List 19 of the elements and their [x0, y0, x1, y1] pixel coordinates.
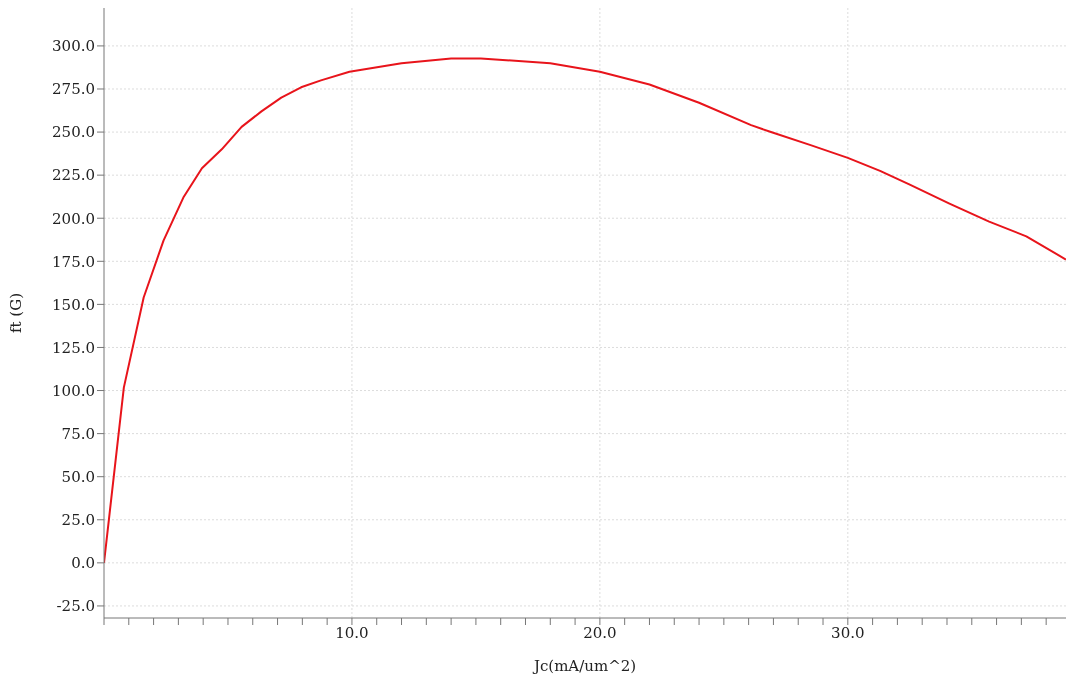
x-tick-label: 10.0	[335, 623, 369, 642]
y-tick-label: 175.0	[52, 252, 95, 271]
x-tick-label: 20.0	[583, 623, 617, 642]
y-tick-label: 225.0	[52, 166, 95, 185]
y-tick-label: 0.0	[71, 554, 95, 573]
y-tick-label: 150.0	[52, 295, 95, 314]
y-tick-label: 50.0	[61, 468, 95, 487]
y-tick-label: 275.0	[52, 80, 95, 99]
y-tick-label: 200.0	[52, 209, 95, 228]
y-tick-label: 125.0	[52, 338, 95, 357]
y-tick-label: 75.0	[61, 424, 95, 443]
y-tick-label: -25.0	[56, 597, 95, 616]
x-axis-title: Jc(mA/um^2)	[531, 657, 637, 675]
y-tick-label: 300.0	[52, 37, 95, 56]
y-axis-title: ft (G)	[7, 292, 26, 334]
y-tick-label: 250.0	[52, 123, 95, 142]
x-tick-label: 30.0	[831, 623, 865, 642]
y-tick-label: 25.0	[61, 511, 95, 530]
y-tick-label: 100.0	[52, 381, 95, 400]
